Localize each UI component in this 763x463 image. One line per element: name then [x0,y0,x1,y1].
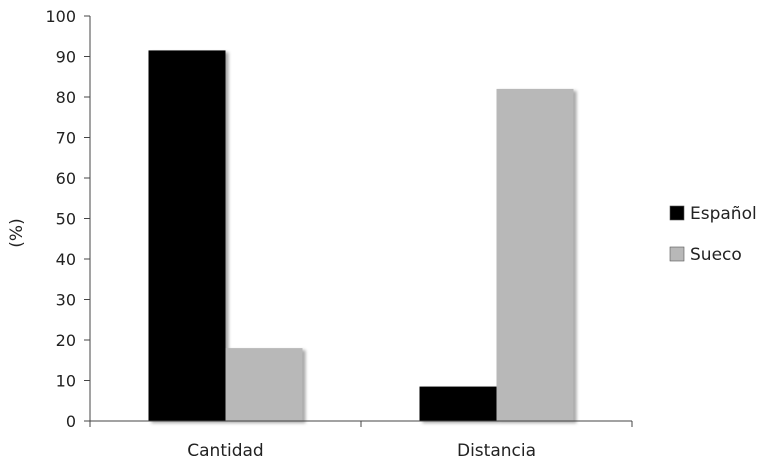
y-tick-label: 50 [56,210,76,229]
y-axis-label: (%) [7,218,27,247]
y-tick-label: 10 [56,372,76,391]
y-tick-label: 90 [56,48,76,67]
y-tick-label: 60 [56,169,76,188]
bar-espa-ol-cantidad [148,50,226,422]
legend-swatch [669,205,685,221]
x-category-label: Cantidad [187,441,263,461]
y-tick-label: 70 [56,129,76,148]
legend-label: Sueco [690,245,742,265]
legend-swatch [669,246,685,262]
bar-sueco-distancia [496,88,574,422]
y-tick-label: 100 [45,7,76,26]
x-category-label: Distancia [457,441,536,461]
y-tick-label: 80 [56,88,76,107]
legend-label: Español [690,204,757,224]
bar-espa-ol-distancia [419,386,497,421]
bar-sueco-cantidad [225,348,303,421]
y-tick-label: 40 [56,250,76,269]
x-axis-category-labels: Cantidad Distancia [187,441,536,461]
y-tick-label: 30 [56,291,76,310]
y-axis-ticks: 0 10 20 30 40 50 60 70 80 90 100 [45,7,90,431]
legend: Español Sueco [669,204,757,265]
axes [89,16,633,427]
bars [148,50,574,422]
y-tick-label: 20 [56,331,76,350]
y-tick-label: 0 [66,412,76,431]
